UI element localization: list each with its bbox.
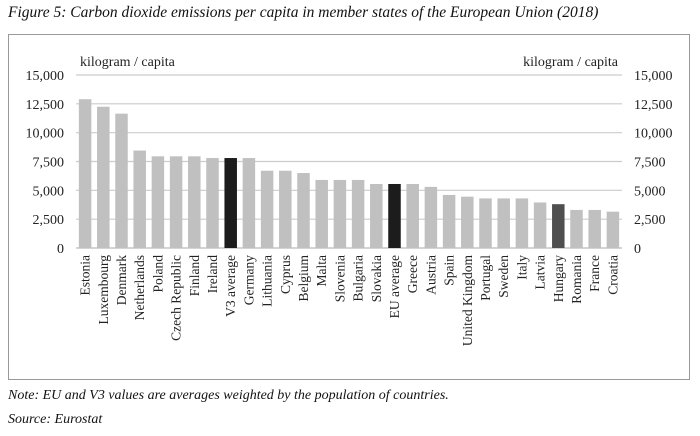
y-tick-left: 2,500 xyxy=(33,213,65,228)
x-tick-label: Spain xyxy=(442,255,457,286)
bar-portugal xyxy=(479,198,492,248)
y-tick-right: 12,500 xyxy=(634,98,673,113)
source: Source: Eurostat xyxy=(8,412,103,427)
x-tick-label: Austria xyxy=(423,255,438,295)
x-tick-label: United Kingdom xyxy=(460,255,475,347)
x-tick-label: V3 average xyxy=(223,255,238,317)
x-tick-label: Finland xyxy=(187,255,202,297)
x-tick-label: Hungary xyxy=(551,255,566,302)
x-tick-label: EU average xyxy=(387,255,402,318)
x-tick-label: Lithuania xyxy=(260,255,275,307)
y-tick-right: 2,500 xyxy=(634,213,666,228)
x-tick-label: Portugal xyxy=(478,255,493,301)
y-tick-right: 5,000 xyxy=(634,184,666,199)
x-tick-label: Estonia xyxy=(78,255,93,296)
bar-ireland xyxy=(206,158,219,248)
y-axis-label-left: kilogram / capita xyxy=(80,55,176,70)
note: Note: EU and V3 values are averages weig… xyxy=(8,388,449,403)
x-tick-label: Croatia xyxy=(605,255,620,295)
y-tick-right: 15,000 xyxy=(634,69,673,84)
x-tick-label: Romania xyxy=(569,255,584,304)
bar-luxembourg xyxy=(97,106,110,248)
bar-romania xyxy=(570,209,583,248)
bar-czech-republic xyxy=(169,156,183,248)
bar-france xyxy=(588,209,601,248)
x-tick-label: Slovenia xyxy=(332,255,347,302)
bar-estonia xyxy=(78,99,92,248)
y-tick-left: 15,000 xyxy=(26,69,65,84)
x-tick-label: Czech Republic xyxy=(169,255,184,341)
bar-slovenia xyxy=(333,179,347,248)
x-tick-label: Italy xyxy=(514,255,529,280)
y-tick-left: 5,000 xyxy=(33,184,65,199)
bar-v3-average xyxy=(224,158,237,248)
bar-greece xyxy=(406,183,419,248)
bar-united-kingdom xyxy=(461,196,474,248)
y-tick-right: 10,000 xyxy=(634,127,673,142)
bar-eu-average xyxy=(388,183,401,248)
bar-spain xyxy=(442,194,456,248)
x-tick-label: France xyxy=(587,255,602,292)
bar-slovakia xyxy=(370,183,383,248)
x-tick-label: Ireland xyxy=(205,255,220,293)
x-tick-label: Luxembourg xyxy=(96,255,111,325)
bar-belgium xyxy=(297,173,310,248)
bar-finland xyxy=(188,156,201,248)
x-tick-label: Poland xyxy=(150,255,165,293)
y-tick-left: 7,500 xyxy=(33,156,65,171)
figure-title: Figure 5: Carbon dioxide emissions per c… xyxy=(8,4,599,21)
bar-cyprus xyxy=(279,170,292,248)
x-tick-label: Greece xyxy=(405,255,420,293)
bar-latvia xyxy=(533,202,547,248)
bar-lithuania xyxy=(260,170,274,248)
bar-poland xyxy=(151,156,165,248)
bar-germany xyxy=(242,158,256,248)
chart-frame xyxy=(8,34,690,380)
bar-netherlands xyxy=(133,150,146,248)
x-tick-label: Bulgaria xyxy=(351,255,366,302)
x-tick-label: Netherlands xyxy=(132,255,147,320)
x-tick-label: Belgium xyxy=(296,255,311,302)
x-tick-label: Germany xyxy=(241,255,256,305)
bar-malta xyxy=(315,179,328,248)
x-tick-label: Sweden xyxy=(496,255,511,298)
x-tick-label: Latvia xyxy=(533,255,548,289)
bar-italy xyxy=(515,198,529,248)
x-tick-label: Malta xyxy=(314,255,329,287)
y-tick-left: 10,000 xyxy=(26,127,65,142)
y-tick-left: 0 xyxy=(57,242,64,257)
y-tick-right: 7,500 xyxy=(634,156,666,171)
bar-austria xyxy=(424,186,438,248)
x-tick-label: Slovakia xyxy=(369,255,384,302)
y-tick-right: 0 xyxy=(634,242,641,257)
x-tick-label: Cyprus xyxy=(278,255,293,294)
y-axis-label-right: kilogram / capita xyxy=(523,55,619,70)
bar-sweden xyxy=(497,198,510,248)
bar-bulgaria xyxy=(351,179,365,248)
y-tick-left: 12,500 xyxy=(26,98,65,113)
bar-hungary xyxy=(552,204,565,248)
bar-denmark xyxy=(115,113,128,249)
bar-croatia xyxy=(606,211,620,248)
x-tick-label: Denmark xyxy=(114,255,129,305)
